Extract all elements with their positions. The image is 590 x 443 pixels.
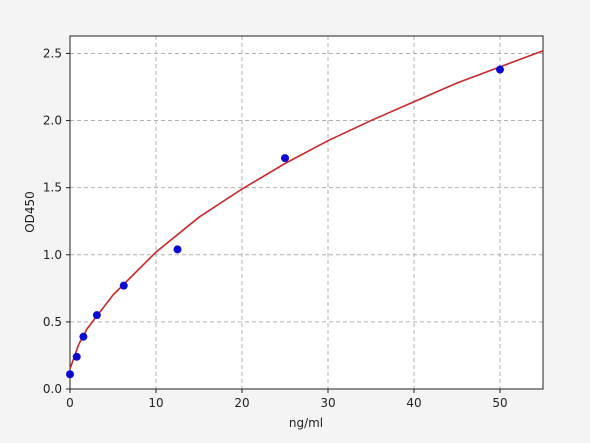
- data-point: [92, 311, 101, 320]
- plot-frame: [69, 35, 544, 390]
- x-tick-label: 30: [320, 396, 335, 410]
- data-point: [119, 281, 128, 290]
- y-tick-label: 1.5: [43, 181, 62, 195]
- fit-curve: [69, 50, 544, 370]
- y-tick-label: 2.0: [43, 114, 62, 128]
- data-point: [496, 65, 504, 74]
- data-point: [281, 154, 289, 163]
- data-point: [72, 352, 81, 361]
- data-point: [66, 370, 74, 379]
- data-point: [173, 245, 182, 254]
- x-tick-label: 40: [406, 396, 421, 410]
- plot-area: [70, 36, 543, 389]
- x-tick-label: 20: [234, 396, 249, 410]
- y-tick-label: 0.5: [43, 315, 62, 329]
- y-tick-label: 2.5: [43, 46, 62, 60]
- x-tick-label: 10: [148, 396, 163, 410]
- x-tick-label: 0: [66, 396, 74, 410]
- y-tick-label: 1.0: [43, 248, 62, 262]
- data-point: [79, 332, 88, 341]
- y-tick-label: 0.0: [43, 382, 62, 396]
- x-tick-label: 50: [492, 396, 507, 410]
- x-axis-label: ng/ml: [289, 416, 323, 430]
- y-axis-label: OD450: [23, 191, 37, 233]
